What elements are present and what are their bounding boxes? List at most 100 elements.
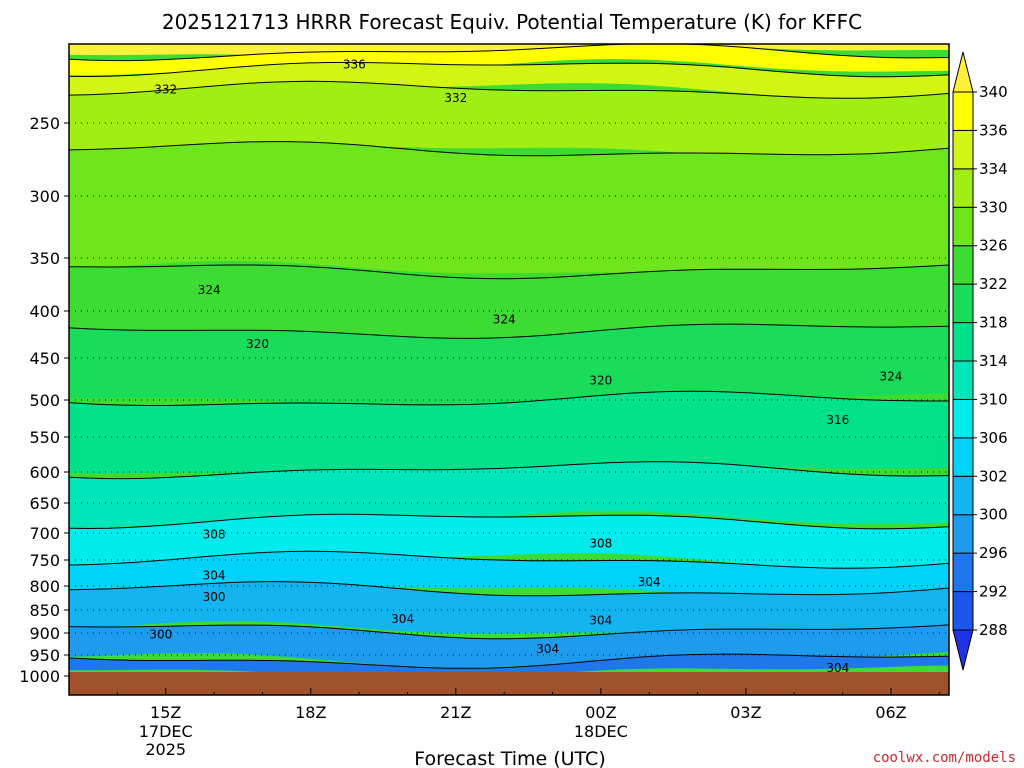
y-tick-label: 250 (29, 114, 60, 133)
colorbar-swatch (952, 168, 974, 208)
colorbar-swatch (952, 475, 974, 516)
y-tick-label: 900 (29, 624, 60, 643)
colorbar-swatch (952, 514, 974, 554)
contour-line (69, 141, 949, 157)
contour-labels: 336 332 332 324 324 324 320 320 316 308 308 304 304 3… (149, 58, 902, 675)
contour-label: 324 (493, 312, 516, 326)
colorbar-label: 322 (979, 275, 1008, 293)
contour-label: 332 (444, 91, 467, 105)
contour-label-text: 320 (589, 374, 612, 388)
contour-label-text: 308 (203, 528, 226, 542)
colorbar-label: 326 (979, 237, 1008, 255)
contour-line (69, 461, 949, 480)
chart-title: 2025121713 HRRR Forecast Equiv. Potentia… (162, 10, 862, 34)
y-tick-label: 750 (29, 551, 60, 570)
contour-band (69, 81, 949, 159)
contour-label-text: 324 (198, 283, 221, 297)
colorbar-label: 314 (979, 352, 1008, 370)
contour-label-text: 304 (589, 614, 612, 628)
colorbar-swatch (952, 206, 974, 247)
contour-label-text: 300 (149, 627, 172, 641)
contour-line (69, 624, 949, 640)
colorbar-swatch (952, 552, 974, 593)
y-tick-label: 800 (29, 577, 60, 596)
colorbar-label: 318 (979, 314, 1008, 332)
colorbar-extend-top (952, 51, 974, 93)
colorbar-label: 292 (979, 583, 1008, 601)
y-tick-label: 850 (29, 601, 60, 620)
x-tick-sublabel: 2025 (145, 740, 186, 759)
colorbar-swatch (952, 283, 974, 324)
x-tick-label: 06Z (875, 703, 906, 722)
contour-label-text: 332 (154, 82, 177, 96)
contour-line (69, 581, 949, 597)
colorbar-label: 334 (979, 160, 1008, 178)
x-tick-sublabel: 18DEC (574, 722, 628, 741)
contour-line (69, 44, 949, 62)
contour-band (69, 654, 949, 672)
y-tick-label: 550 (29, 428, 60, 447)
contour-label: 304 (391, 612, 414, 626)
contour-label: 336 (343, 58, 366, 72)
contour-line (69, 513, 949, 530)
colorbar-swatch (952, 437, 974, 477)
contour-label: 300 (203, 590, 226, 604)
y-tick-label: 350 (29, 249, 60, 268)
contour-band (69, 581, 949, 637)
contour-band (69, 324, 949, 409)
plot-frame (68, 43, 950, 696)
x-tick-label: 21Z (440, 703, 471, 722)
contour-label: 320 (589, 374, 612, 388)
plot-area: 336 332 332 324 324 324 320 320 316 308 308 304 304 3… (68, 43, 950, 696)
contour-label-text: 304 (826, 661, 849, 675)
colorbar-label: 296 (979, 544, 1008, 562)
contour-label-text: 304 (638, 575, 661, 589)
watermark: coolwx.com/models (873, 750, 1016, 766)
x-tick-sublabel: 17DEC (139, 722, 193, 741)
contour-label: 304 (638, 575, 661, 589)
y-tick-label: 300 (29, 187, 60, 206)
x-tick-label: 03Z (730, 703, 761, 722)
colorbar-label: 310 (979, 390, 1008, 408)
contour-label: 308 (203, 528, 226, 542)
colorbar-swatch (952, 245, 974, 285)
x-axis-label: Forecast Time (UTC) (414, 748, 605, 768)
contour-label-text: 332 (444, 91, 467, 105)
contour-line (69, 264, 949, 280)
contour-line (69, 653, 949, 669)
colorbar-swatch (952, 398, 974, 439)
terrain-ground (69, 672, 949, 695)
colorbar-swatch (952, 91, 974, 131)
contour-line (69, 61, 949, 78)
filled-contour-bands (69, 44, 949, 672)
contour-label-text: 336 (343, 58, 366, 72)
contour-label-text: 304 (536, 642, 559, 656)
contour-band (69, 141, 949, 277)
colorbar-label: 288 (979, 621, 1008, 639)
contour-label: 304 (589, 614, 612, 628)
contour-line (69, 550, 949, 569)
contour-label: 304 (826, 661, 849, 675)
contour-band (69, 391, 949, 477)
contour-label: 308 (589, 536, 612, 550)
contour-label: 316 (826, 413, 849, 427)
contour-lines (69, 44, 949, 669)
contour-label: 304 (536, 642, 559, 656)
x-tick-label: 15Z (150, 703, 181, 722)
contour-label-text: 304 (203, 569, 226, 583)
contour-label-text: 320 (246, 337, 269, 351)
contour-label: 332 (154, 82, 177, 96)
y-tick-label: 500 (29, 391, 60, 410)
y-tick-label: 450 (29, 349, 60, 368)
contour-label-text: 324 (880, 369, 903, 383)
contour-label-text: 324 (493, 312, 516, 326)
colorbar-label: 340 (979, 83, 1008, 101)
contour-band (69, 461, 949, 528)
colorbar-label: 306 (979, 429, 1008, 447)
y-tick-label: 1000 (19, 667, 60, 686)
contour-band (69, 551, 949, 599)
contour-label-text: 308 (589, 536, 612, 550)
contour-band (69, 62, 949, 99)
y-tick-label: 700 (29, 524, 60, 543)
